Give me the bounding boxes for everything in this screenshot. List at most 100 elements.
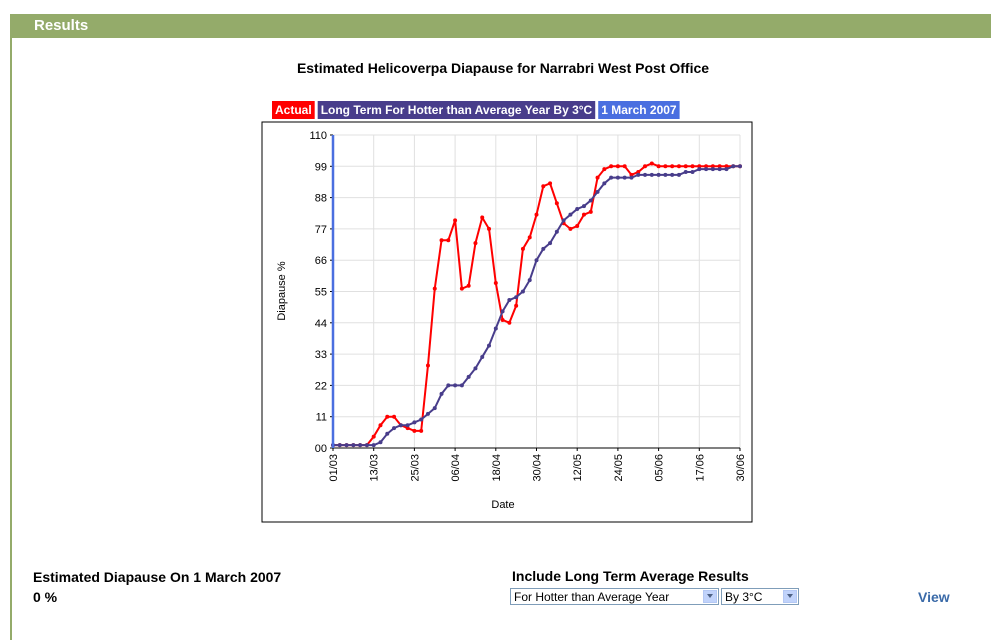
temp-select[interactable]: By 3°C bbox=[721, 588, 799, 605]
data-point bbox=[717, 164, 722, 169]
data-point bbox=[534, 258, 539, 263]
data-point bbox=[704, 167, 709, 172]
data-point bbox=[724, 167, 729, 172]
header-bar: Results bbox=[10, 14, 991, 38]
dropdown-arrow bbox=[703, 590, 717, 603]
data-point bbox=[358, 443, 363, 448]
year-select-text: For Hotter than Average Year bbox=[514, 590, 670, 604]
data-point bbox=[371, 434, 376, 439]
data-point bbox=[581, 204, 586, 209]
data-point bbox=[588, 198, 593, 203]
data-point bbox=[643, 164, 648, 169]
data-point bbox=[663, 172, 668, 177]
data-point bbox=[466, 374, 471, 379]
data-point bbox=[663, 164, 668, 169]
data-point bbox=[697, 167, 702, 172]
data-point bbox=[690, 164, 695, 169]
data-point bbox=[364, 443, 369, 448]
data-point bbox=[568, 212, 573, 217]
data-point bbox=[602, 181, 607, 186]
x-tick-label: 18/04 bbox=[491, 454, 503, 482]
data-point bbox=[683, 164, 688, 169]
data-point bbox=[575, 224, 580, 229]
data-point bbox=[609, 164, 614, 169]
dropdown-arrow bbox=[783, 590, 797, 603]
data-point bbox=[548, 181, 553, 186]
data-point bbox=[615, 175, 620, 180]
data-point bbox=[480, 215, 485, 220]
data-point bbox=[459, 286, 464, 291]
legend-swatch bbox=[272, 101, 315, 119]
view-link[interactable]: View bbox=[918, 589, 950, 605]
y-tick-label: 44 bbox=[315, 318, 327, 330]
data-point bbox=[446, 238, 451, 243]
x-axis-label: Date bbox=[491, 499, 514, 511]
data-point bbox=[466, 283, 471, 288]
x-tick-label: 30/04 bbox=[532, 454, 544, 482]
y-tick-label: 55 bbox=[315, 287, 327, 299]
data-point bbox=[432, 286, 437, 291]
data-point bbox=[419, 417, 424, 422]
data-point bbox=[392, 414, 397, 419]
y-tick-label: 11 bbox=[316, 412, 327, 424]
x-tick-label: 17/06 bbox=[694, 454, 706, 482]
data-point bbox=[602, 167, 607, 172]
data-point bbox=[507, 320, 512, 325]
temp-select-text: By 3°C bbox=[725, 590, 763, 604]
data-point bbox=[622, 164, 627, 169]
data-point bbox=[588, 209, 593, 214]
data-point bbox=[514, 295, 519, 300]
data-point bbox=[731, 164, 736, 169]
data-point bbox=[439, 238, 444, 243]
summary-value: 0 % bbox=[33, 589, 58, 605]
data-point bbox=[405, 423, 410, 428]
data-point bbox=[615, 164, 620, 169]
data-point bbox=[710, 164, 715, 169]
data-point bbox=[493, 326, 498, 331]
data-point bbox=[514, 303, 519, 308]
data-point bbox=[676, 164, 681, 169]
data-point bbox=[500, 309, 505, 314]
x-tick-label: 24/05 bbox=[613, 454, 625, 482]
data-point bbox=[683, 169, 688, 174]
data-point bbox=[575, 206, 580, 211]
data-point bbox=[656, 172, 661, 177]
data-point bbox=[493, 280, 498, 285]
header-title: Results bbox=[34, 17, 89, 34]
x-tick-label: 05/06 bbox=[654, 454, 666, 482]
data-point bbox=[548, 241, 553, 246]
y-axis-label: Diapause % bbox=[276, 261, 288, 321]
year-select[interactable]: For Hotter than Average Year bbox=[510, 588, 719, 605]
data-point bbox=[520, 289, 525, 294]
data-point bbox=[385, 414, 390, 419]
data-point bbox=[425, 411, 430, 416]
data-point bbox=[541, 246, 546, 251]
data-point bbox=[487, 343, 492, 348]
data-point bbox=[527, 278, 532, 283]
legend-swatch bbox=[317, 101, 596, 119]
data-point bbox=[690, 169, 695, 174]
data-point bbox=[710, 167, 715, 172]
data-point bbox=[629, 175, 634, 180]
data-point bbox=[656, 164, 661, 169]
legend-label: 1 March 2007 bbox=[601, 103, 677, 117]
data-point bbox=[459, 383, 464, 388]
x-tick-label: 13/03 bbox=[369, 454, 381, 482]
data-point bbox=[500, 317, 505, 322]
data-point bbox=[541, 184, 546, 189]
data-point bbox=[724, 164, 729, 169]
data-point bbox=[446, 383, 451, 388]
data-point bbox=[480, 354, 485, 359]
data-point bbox=[351, 443, 356, 448]
data-point bbox=[595, 175, 600, 180]
summary-label: Estimated Diapause On 1 March 2007 bbox=[33, 569, 282, 585]
options-label: Include Long Term Average Results bbox=[512, 568, 749, 584]
data-point bbox=[534, 212, 539, 217]
data-point bbox=[344, 443, 349, 448]
legend-swatch bbox=[598, 101, 680, 119]
data-point bbox=[676, 172, 681, 177]
y-tick-label: 22 bbox=[315, 380, 327, 392]
data-point bbox=[554, 229, 559, 234]
data-point bbox=[717, 167, 722, 172]
